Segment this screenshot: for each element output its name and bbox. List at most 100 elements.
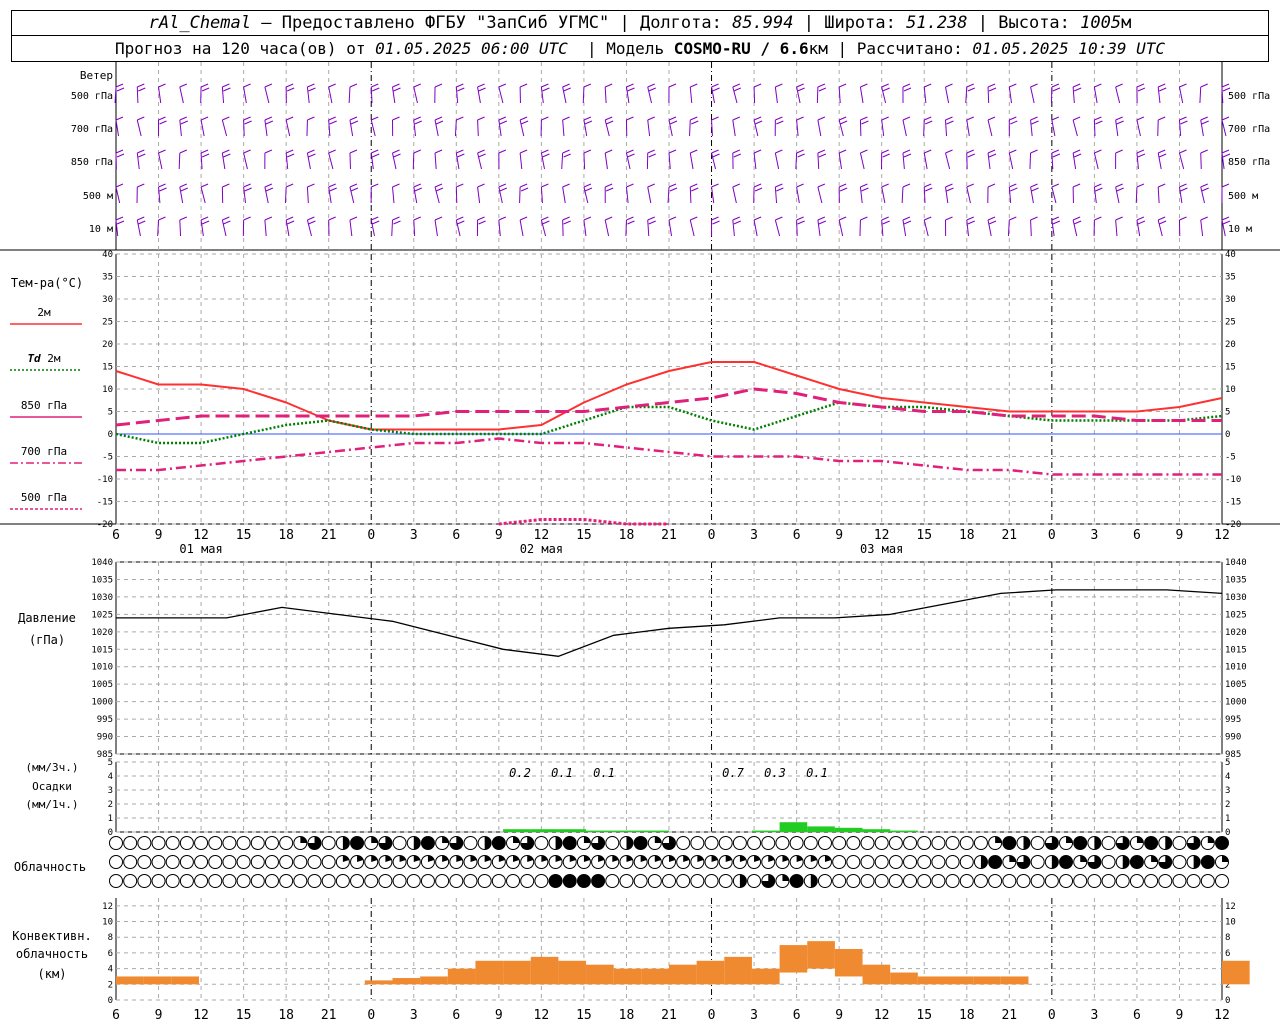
station-name: rAl_Chemal [148, 13, 251, 33]
cloud-circle [1200, 836, 1215, 850]
barb-flag [308, 87, 316, 92]
pressure-tick-label-right: 1020 [1225, 628, 1247, 638]
cloud-fill [470, 855, 477, 862]
cloud-circle [633, 874, 648, 888]
barb-flag [583, 216, 592, 221]
barb-staff [966, 119, 970, 137]
barb-staff [647, 219, 650, 237]
wind-level-label-right: 850 гПа [1228, 157, 1270, 168]
wind-barb [370, 116, 379, 137]
barb-flag [222, 216, 230, 221]
barb-flag [987, 116, 996, 121]
wind-barb [498, 149, 507, 170]
wind-barb [413, 183, 422, 204]
cloud-circle [1030, 836, 1045, 850]
barb-staff [625, 219, 627, 237]
barb-staff [434, 152, 437, 170]
wind-barb [1093, 216, 1102, 237]
barb-flag [392, 183, 400, 188]
cloud-circle [704, 855, 719, 869]
cloud-circle [165, 874, 180, 888]
wind-barb [625, 149, 635, 170]
barb-staff [668, 219, 673, 237]
alt-unit: м [1121, 13, 1132, 33]
barb-flag [519, 216, 528, 221]
precip-label: 0.1 [551, 766, 573, 780]
cloud-fill [662, 836, 676, 850]
cloud-circle [945, 874, 960, 888]
cloud-circle [860, 874, 875, 888]
barb-staff [711, 186, 715, 204]
barb-flag [456, 149, 464, 154]
barb-flag [1009, 116, 1017, 121]
barb-staff [1178, 186, 1183, 204]
barb-staff [434, 186, 440, 204]
temp-tick-label-left: -10 [97, 475, 113, 485]
temp-tick-label-left: 0 [108, 430, 113, 440]
barb-staff [519, 219, 524, 237]
barb-flag [542, 87, 550, 92]
barb-flag [243, 183, 251, 188]
wind-barb [817, 183, 826, 204]
cloud-circle-outline [1200, 874, 1215, 888]
barb-staff [625, 86, 630, 104]
barb-staff [1093, 119, 1096, 137]
barb-staff [243, 119, 245, 137]
cloud-circle [761, 855, 776, 869]
cloud-circle [775, 855, 790, 869]
cloud-circle [378, 855, 393, 869]
barb-flag [499, 120, 508, 125]
cloud-circle-outline [903, 874, 918, 888]
barb-flag [265, 187, 274, 192]
convective-bar [613, 968, 642, 985]
cloud-circle [747, 836, 762, 850]
cloud-circle [1073, 874, 1088, 888]
cloud-circle-outline [761, 836, 776, 850]
cloud-circle [350, 874, 365, 888]
barb-flag [116, 220, 125, 225]
barb-flag [1179, 116, 1187, 121]
cloud-circle [1144, 836, 1159, 850]
barb-flag [307, 83, 315, 88]
barb-staff [540, 86, 544, 104]
cloud-fill [577, 874, 591, 888]
wind-barb [774, 149, 783, 170]
convective-bar [420, 976, 448, 985]
barb-staff [647, 119, 651, 137]
barb-flag [392, 149, 400, 154]
cloud-circle [775, 836, 790, 850]
wind-barb [306, 149, 316, 170]
barb-flag [519, 149, 528, 154]
cloud-circle-outline [917, 836, 932, 850]
precip-title: Осадки [32, 780, 72, 793]
barb-flag [817, 216, 826, 221]
cloud-circle [619, 836, 634, 850]
wind-barb [859, 116, 869, 137]
barb-flag [817, 83, 826, 88]
x-tick-label: 6 [793, 528, 801, 543]
cloud-circle-outline [307, 855, 322, 869]
wind-barb [689, 83, 698, 104]
barb-flag [1136, 116, 1145, 121]
cloud-fill [697, 855, 704, 862]
barb-staff [349, 152, 351, 170]
barb-flag [498, 83, 507, 88]
barb-staff [349, 219, 353, 237]
barb-flag [861, 187, 869, 192]
cloud-circle [676, 836, 691, 850]
pressure-tick-label-left: 1025 [91, 610, 113, 620]
barb-flag [307, 116, 315, 121]
cloud-circle [988, 836, 1003, 850]
barb-flag [477, 216, 485, 221]
x-tick-label: 15 [236, 528, 252, 543]
header-row-2: Прогноз на 120 часа(ов) от 01.05.2025 06… [11, 36, 1269, 62]
barb-flag [925, 187, 933, 192]
barb-flag [966, 116, 974, 121]
barb-flag [413, 83, 421, 88]
barb-flag [498, 149, 507, 154]
barb-flag [329, 187, 337, 192]
barb-flag [519, 83, 528, 88]
cloud-circle [435, 874, 450, 888]
cloud-circle-outline [194, 874, 209, 888]
wind-barb [328, 216, 336, 237]
